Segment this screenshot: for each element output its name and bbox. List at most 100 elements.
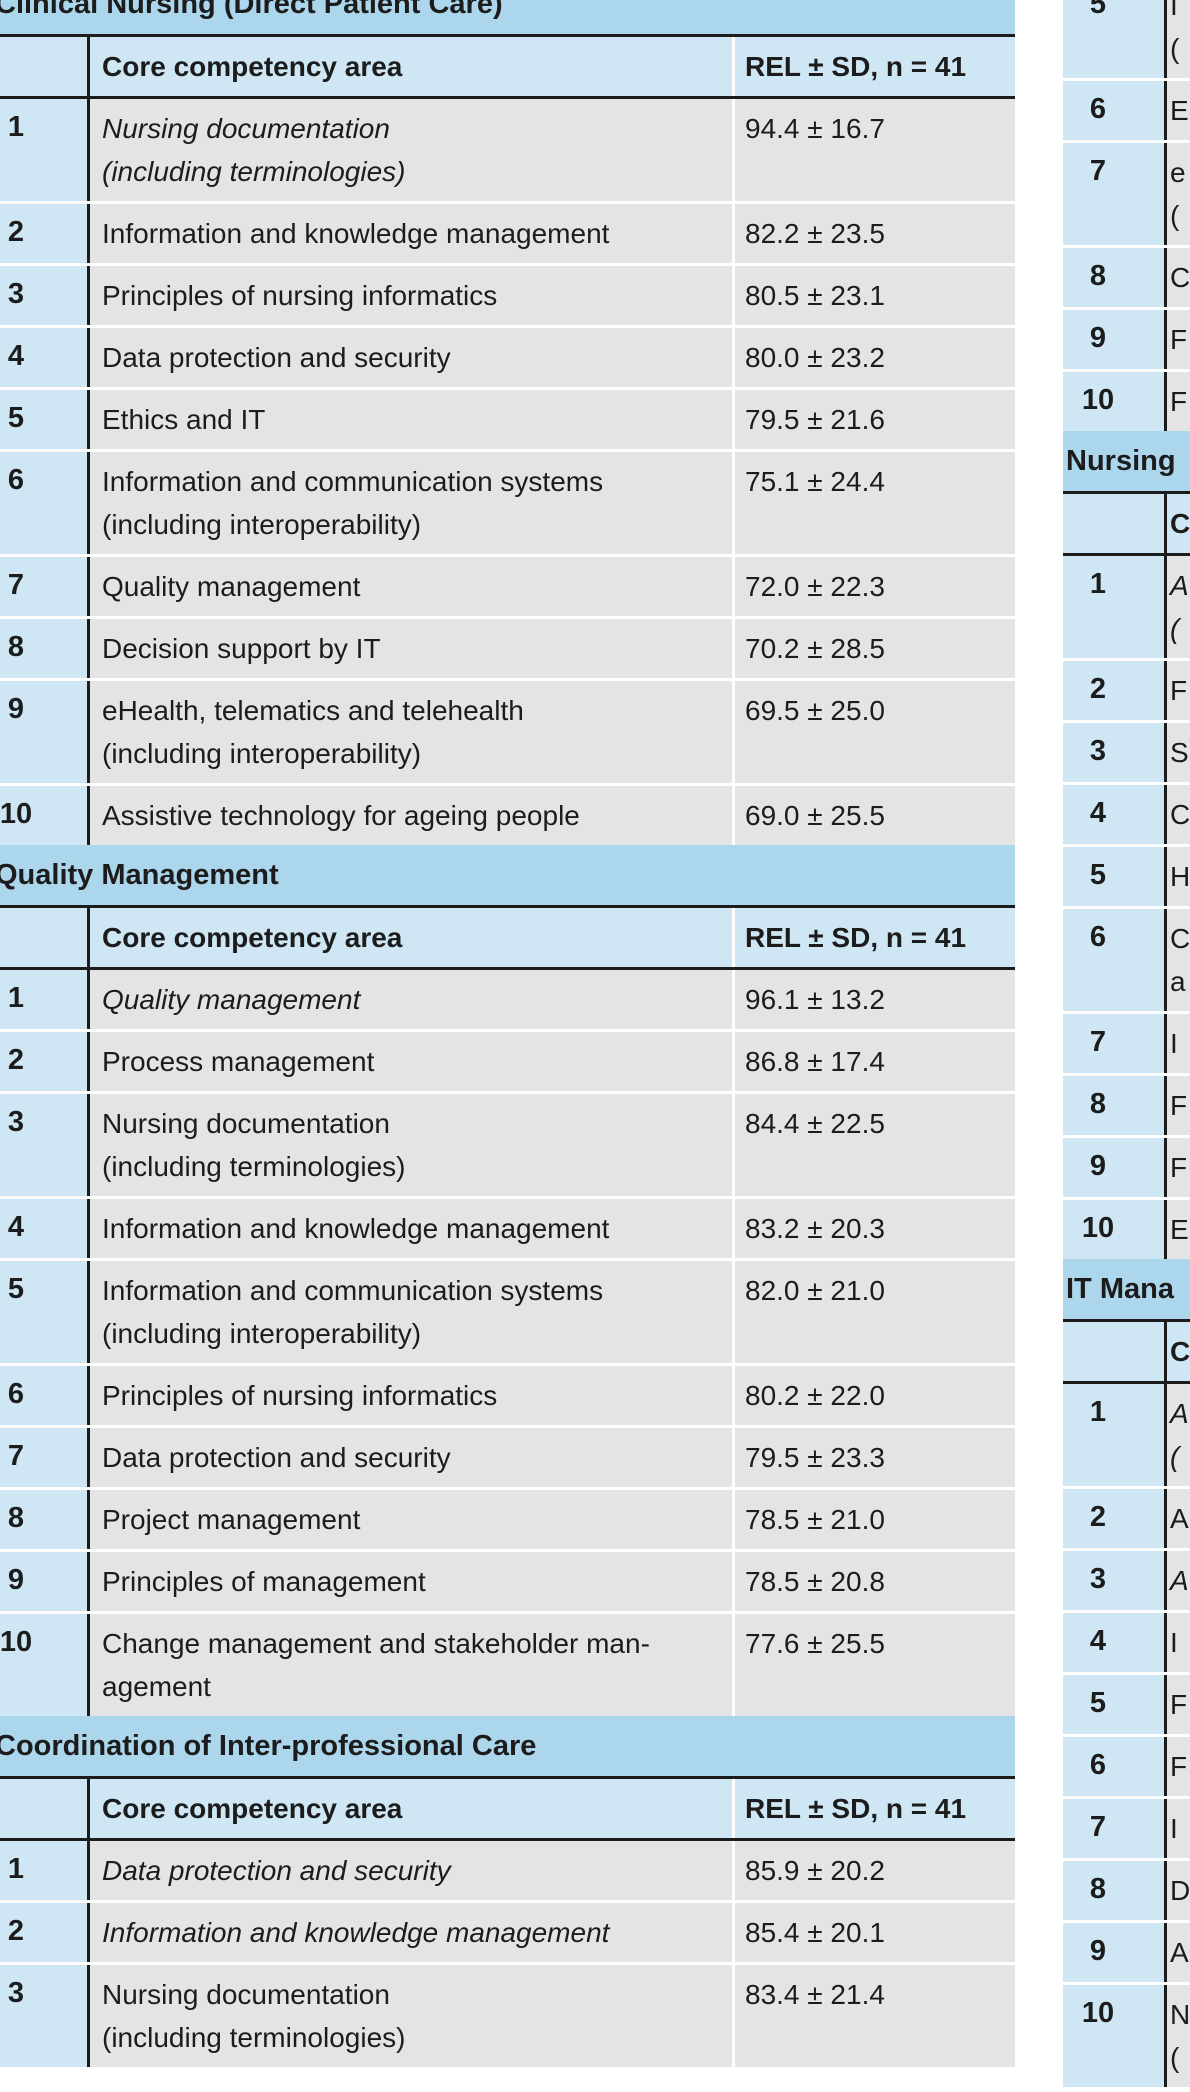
competency-area-cell: Data protection and security <box>90 328 735 387</box>
competency-text-line: (including terminologies) <box>102 2022 406 2053</box>
table-row: 3 Nursing documentation (including termino… <box>0 1965 1015 2067</box>
rank-number: 3 <box>1089 735 1107 767</box>
rank-number: 1 <box>7 982 25 1014</box>
value-header: REL ± SD, n = 41 <box>735 1779 1015 1838</box>
rank-number: 9 <box>1089 1935 1107 1967</box>
competency-area-cell: Data protection and security <box>90 1841 735 1900</box>
competency-text-line: F <box>1170 675 1188 706</box>
competency-text-line: Project management <box>102 1504 361 1535</box>
competency-text-line: agement <box>102 1671 211 1702</box>
rank-cell: 6 <box>1063 1737 1167 1796</box>
rank-cell: 7 <box>0 557 90 616</box>
rank-cell: 10 <box>1063 1200 1167 1259</box>
rel-sd-value: 82.2 ± 23.5 <box>735 204 1015 263</box>
table-row: 5 Information and communication systems (i… <box>0 1261 1015 1366</box>
rank-cell: 9 <box>1063 1923 1167 1982</box>
rank-cell: 1 <box>1063 556 1167 658</box>
competency-text-line: Nursing documentation <box>102 1979 390 2010</box>
competency-text-line: E <box>1170 1214 1189 1245</box>
competency-text-line: Quality management <box>102 984 361 1015</box>
competency-area-cell: Principles of management <box>90 1552 735 1611</box>
competency-text-line: Change management and stakeholder man- <box>102 1628 650 1659</box>
competency-area-cell: A <box>1167 1551 1190 1610</box>
competency-area-cell: E <box>1167 1200 1190 1259</box>
competency-area-cell: F <box>1167 310 1190 369</box>
rank-number: 5 <box>1089 1687 1107 1719</box>
rank-number: 1 <box>1089 568 1107 600</box>
rank-cell: 5 <box>1063 1675 1167 1734</box>
competency-text-line: F <box>1170 1090 1188 1121</box>
rank-number: 5 <box>7 1273 25 1305</box>
rank-number: 7 <box>1089 1811 1107 1843</box>
rank-number: 9 <box>1089 322 1107 354</box>
rank-cell: 9 <box>1063 310 1167 369</box>
table-header: C <box>1063 1322 1190 1384</box>
competency-text-line: A <box>1170 1565 1189 1596</box>
competency-area-cell: C <box>1167 248 1190 307</box>
table-row: 5 I( <box>1063 0 1190 81</box>
rank-cell: 8 <box>1063 1861 1167 1920</box>
rank-number: 3 <box>7 1106 25 1138</box>
competency-area-cell: Quality management <box>90 970 735 1029</box>
competency-text-line: I <box>1170 1627 1178 1658</box>
rank-number: 6 <box>1089 93 1107 125</box>
rank-cell: 7 <box>1063 143 1167 245</box>
rank-cell: 4 <box>0 1199 90 1258</box>
section-title: Quality Management <box>0 845 1015 908</box>
rank-cell: 8 <box>0 1490 90 1549</box>
table-row: 2 Process management 86.8 ± 17.4 <box>0 1032 1015 1094</box>
table-row: 8 Decision support by IT 70.2 ± 28.5 <box>0 619 1015 681</box>
rank-cell: 8 <box>1063 248 1167 307</box>
competency-text-line: (including interoperability) <box>102 509 422 540</box>
competency-area-cell: Project management <box>90 1490 735 1549</box>
competency-text-line: Nursing documentation <box>102 113 390 144</box>
competency-area-cell: F <box>1167 1737 1190 1796</box>
rank-number: 5 <box>1089 0 1107 20</box>
competency-text-line: ( <box>1170 33 1180 64</box>
area-header: Core competency area <box>90 37 735 96</box>
rank-number: 4 <box>1089 1625 1107 1657</box>
competency-text-line: Decision support by IT <box>102 633 381 664</box>
area-header: C <box>1167 494 1190 553</box>
table-row: 10 Assistive technology for ageing people… <box>0 786 1015 845</box>
rank-cell: 3 <box>1063 723 1167 782</box>
competency-text-line: Data protection and security <box>102 1442 451 1473</box>
competency-text-line: ( <box>1170 200 1180 231</box>
rank-cell: 4 <box>0 328 90 387</box>
competency-text-line: Nursing documentation <box>102 1108 390 1139</box>
competency-text-line: I <box>1170 1028 1178 1059</box>
number-header-cell <box>0 1779 90 1838</box>
competency-area-cell: Decision support by IT <box>90 619 735 678</box>
competency-text-line: E <box>1170 95 1189 126</box>
competency-area-cell: eHealth, telematics and telehealth (inclu… <box>90 681 735 783</box>
competency-area-cell: D <box>1167 1861 1190 1920</box>
competency-area-cell: I <box>1167 1613 1190 1672</box>
competency-text-line: ( <box>1170 2042 1180 2073</box>
section-title: Nursing <box>1063 431 1190 494</box>
rank-number: 8 <box>1089 1088 1107 1120</box>
rank-number: 1 <box>7 111 25 143</box>
rank-cell: 9 <box>0 681 90 783</box>
competency-text-line: Information and communication systems <box>102 1275 604 1306</box>
rank-number: 6 <box>7 464 25 496</box>
rank-cell: 8 <box>1063 1076 1167 1135</box>
competency-text-line: (including interoperability) <box>102 1318 422 1349</box>
competency-text-line: N <box>1170 1999 1190 2030</box>
rank-cell: 1 <box>0 970 90 1029</box>
rel-sd-value: 70.2 ± 28.5 <box>735 619 1015 678</box>
table-row: 6 Principles of nursing informatics 80.2 ±… <box>0 1366 1015 1428</box>
table-row: 6 Information and communication systems (i… <box>0 452 1015 557</box>
rank-number: 3 <box>1089 1563 1107 1595</box>
rank-number: 10 <box>1081 1997 1115 2029</box>
competency-text-line: Information and knowledge management <box>102 1917 610 1948</box>
number-header-cell <box>1063 494 1167 553</box>
table-row: 7 Data protection and security 79.5 ± 23.3 <box>0 1428 1015 1490</box>
